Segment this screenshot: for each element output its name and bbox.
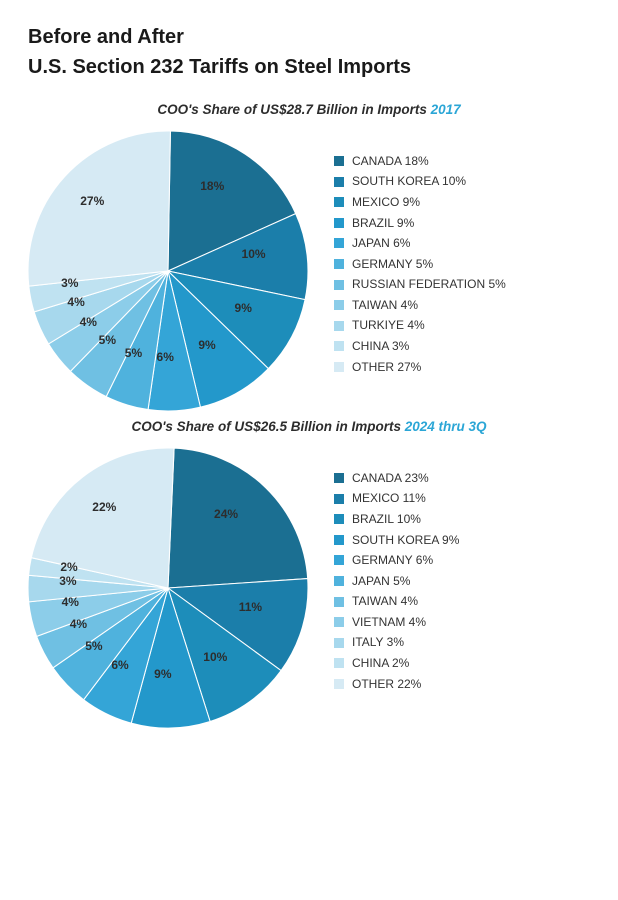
chart-title: COO's Share of US$26.5 Billion in Import… xyxy=(28,419,590,434)
legend-swatch xyxy=(334,177,344,187)
chart-row: 24%11%10%9%6%5%4%4%3%2%22%CANADA 23%MEXI… xyxy=(28,448,590,714)
legend-swatch xyxy=(334,321,344,331)
legend-item: SOUTH KOREA 9% xyxy=(334,531,590,550)
legend-label: SOUTH KOREA 9% xyxy=(352,531,459,550)
legend-item: OTHER 22% xyxy=(334,675,590,694)
pie-chart: 24%11%10%9%6%5%4%4%3%2%22% xyxy=(28,448,294,714)
legend-item: SOUTH KOREA 10% xyxy=(334,172,590,191)
legend-label: OTHER 27% xyxy=(352,358,421,377)
legend-item: CANADA 23% xyxy=(334,469,590,488)
chart-title: COO's Share of US$28.7 Billion in Import… xyxy=(28,102,590,117)
legend-label: JAPAN 5% xyxy=(352,572,410,591)
legend-swatch xyxy=(334,218,344,228)
pie-svg xyxy=(28,131,308,411)
legend-label: JAPAN 6% xyxy=(352,234,410,253)
main-title-line2: U.S. Section 232 Tariffs on Steel Import… xyxy=(28,54,590,80)
legend-item: OTHER 27% xyxy=(334,358,590,377)
legend-label: VIETNAM 4% xyxy=(352,613,426,632)
legend-item: JAPAN 5% xyxy=(334,572,590,591)
legend-swatch xyxy=(334,362,344,372)
legend-item: GERMANY 6% xyxy=(334,551,590,570)
legend-swatch xyxy=(334,535,344,545)
legend-swatch xyxy=(334,197,344,207)
legend-item: JAPAN 6% xyxy=(334,234,590,253)
legend-swatch xyxy=(334,638,344,648)
legend-label: TAIWAN 4% xyxy=(352,296,418,315)
legend-label: CHINA 2% xyxy=(352,654,409,673)
legend-swatch xyxy=(334,658,344,668)
legend-item: CANADA 18% xyxy=(334,152,590,171)
legend-label: BRAZIL 10% xyxy=(352,510,421,529)
legend-label: GERMANY 6% xyxy=(352,551,433,570)
legend-swatch xyxy=(334,514,344,524)
legend-label: MEXICO 9% xyxy=(352,193,420,212)
legend-swatch xyxy=(334,576,344,586)
main-title-line1: Before and After xyxy=(28,24,590,50)
legend-swatch xyxy=(334,280,344,290)
legend-swatch xyxy=(334,679,344,689)
legend-item: VIETNAM 4% xyxy=(334,613,590,632)
legend-label: CANADA 23% xyxy=(352,469,429,488)
legend-item: GERMANY 5% xyxy=(334,255,590,274)
legend-swatch xyxy=(334,341,344,351)
charts-container: COO's Share of US$28.7 Billion in Import… xyxy=(28,102,590,714)
legend-swatch xyxy=(334,597,344,607)
legend-label: BRAZIL 9% xyxy=(352,214,414,233)
legend-item: CHINA 2% xyxy=(334,654,590,673)
legend: CANADA 23%MEXICO 11% BRAZIL 10% SOUTH KORE… xyxy=(334,467,590,696)
legend-item: ITALY 3% xyxy=(334,633,590,652)
legend-swatch xyxy=(334,156,344,166)
chart-block-1: COO's Share of US$26.5 Billion in Import… xyxy=(28,419,590,714)
chart-title-text: COO's Share of US$28.7 Billion in Import… xyxy=(157,102,430,117)
legend-swatch xyxy=(334,259,344,269)
legend-item: BRAZIL 9% xyxy=(334,214,590,233)
pie-slice xyxy=(168,448,308,588)
legend-label: SOUTH KOREA 10% xyxy=(352,172,466,191)
legend-label: OTHER 22% xyxy=(352,675,421,694)
chart-title-text: COO's Share of US$26.5 Billion in Import… xyxy=(131,419,404,434)
pie-slice xyxy=(28,131,170,286)
legend-item: MEXICO 9% xyxy=(334,193,590,212)
chart-row: 18%10%9%9%6%5%5%4%4%3%27%CANADA 18%SOUTH… xyxy=(28,131,590,397)
page: Before and After U.S. Section 232 Tariff… xyxy=(0,0,618,754)
pie-svg xyxy=(28,448,308,728)
legend-swatch xyxy=(334,473,344,483)
legend-label: MEXICO 11% xyxy=(352,489,426,508)
legend-item: TAIWAN 4% xyxy=(334,592,590,611)
legend-label: CANADA 18% xyxy=(352,152,429,171)
legend-label: TURKIYE 4% xyxy=(352,316,425,335)
legend-label: GERMANY 5% xyxy=(352,255,433,274)
legend-item: CHINA 3% xyxy=(334,337,590,356)
legend-item: MEXICO 11% xyxy=(334,489,590,508)
legend-swatch xyxy=(334,555,344,565)
legend-item: BRAZIL 10% xyxy=(334,510,590,529)
legend: CANADA 18%SOUTH KOREA 10% MEXICO 9% BRAZIL… xyxy=(334,150,590,379)
legend-label: ITALY 3% xyxy=(352,633,404,652)
chart-block-0: COO's Share of US$28.7 Billion in Import… xyxy=(28,102,590,397)
legend-label: CHINA 3% xyxy=(352,337,409,356)
chart-title-year: 2017 xyxy=(431,102,461,117)
legend-item: TAIWAN 4% xyxy=(334,296,590,315)
legend-item: TURKIYE 4% xyxy=(334,316,590,335)
legend-label: RUSSIAN FEDERATION 5% xyxy=(352,275,506,294)
chart-title-year: 2024 thru 3Q xyxy=(405,419,487,434)
legend-item: RUSSIAN FEDERATION 5% xyxy=(334,275,590,294)
legend-swatch xyxy=(334,300,344,310)
legend-swatch xyxy=(334,494,344,504)
legend-swatch xyxy=(334,238,344,248)
pie-chart: 18%10%9%9%6%5%5%4%4%3%27% xyxy=(28,131,294,397)
legend-swatch xyxy=(334,617,344,627)
legend-label: TAIWAN 4% xyxy=(352,592,418,611)
